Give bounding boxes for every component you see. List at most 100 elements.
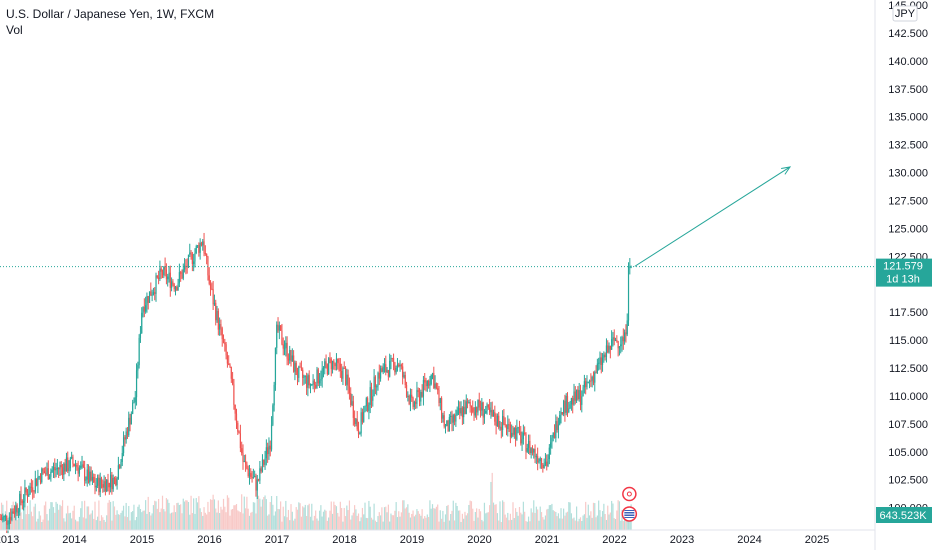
volume-bar: [46, 514, 48, 530]
volume-bar: [183, 501, 186, 530]
candle-body: [259, 468, 261, 481]
volume-bar: [312, 520, 314, 530]
candle-body: [89, 471, 91, 483]
volume-bar: [267, 515, 269, 530]
candle-body: [315, 384, 317, 388]
volume-bar: [503, 501, 505, 530]
candle-body: [211, 288, 213, 290]
volume-bar: [431, 504, 434, 530]
candle-body: [313, 380, 315, 385]
volume-bar: [250, 512, 252, 530]
volume-bar: [242, 513, 244, 530]
volume-bar: [369, 506, 371, 530]
candle-body: [629, 266, 631, 268]
economic-event-icon[interactable]: [622, 486, 637, 502]
candle-body: [148, 291, 151, 303]
volume-bar: [596, 515, 598, 530]
volume-bar: [173, 505, 175, 530]
candle-body: [94, 482, 96, 488]
volume-bar: [343, 507, 345, 530]
volume-bar: [598, 500, 600, 530]
candle-body: [582, 387, 584, 397]
volume-bar: [93, 518, 95, 530]
candle-body: [97, 477, 99, 486]
projection-arrow[interactable]: [634, 166, 792, 267]
candle-body: [247, 468, 249, 477]
candle-body: [95, 485, 97, 488]
candle-body: [370, 387, 373, 401]
candle-body: [117, 465, 119, 480]
candle-body: [294, 362, 296, 372]
candle-body: [583, 381, 585, 388]
arrow-head: [781, 166, 792, 175]
volume-bar: [620, 520, 622, 530]
candle-body: [520, 431, 522, 444]
volume-bar: [372, 519, 374, 530]
volume-bar: [329, 510, 331, 530]
volume-bar: [588, 515, 591, 530]
candle-body: [530, 448, 532, 454]
volume-bar: [383, 507, 386, 530]
candle-body: [91, 476, 94, 481]
volume-bar: [26, 505, 29, 530]
volume-bar: [513, 518, 515, 530]
candle-body: [416, 390, 418, 404]
candle-body: [19, 493, 21, 512]
volume-indicator-label[interactable]: Vol: [6, 23, 23, 37]
candle-body: [618, 346, 621, 349]
symbol-title[interactable]: U.S. Dollar / Japanese Yen, 1W, FXCM: [6, 7, 215, 21]
us-flag-icon[interactable]: [621, 506, 638, 522]
candle-body: [263, 459, 265, 465]
volume-bar: [196, 502, 199, 530]
volume-bar: [470, 501, 473, 530]
currency-label[interactable]: JPY: [892, 5, 918, 22]
candle-body: [252, 477, 254, 479]
volume-bar: [614, 519, 617, 530]
volume-bar: [389, 521, 391, 530]
candle-body: [343, 367, 345, 369]
candle-body: [417, 390, 419, 392]
volume-bar: [155, 501, 157, 530]
volume-bar: [442, 510, 444, 530]
candle-body: [368, 404, 370, 411]
candle-body: [196, 245, 199, 247]
volume-bar: [159, 512, 161, 530]
candle-body: [0, 518, 1, 520]
candle-body: [390, 357, 392, 361]
candle-body: [71, 456, 73, 459]
volume-bar: [37, 518, 39, 530]
volume-bar: [609, 512, 611, 530]
volume-bar: [39, 515, 42, 530]
candle-body: [318, 380, 321, 384]
last-price-value: 121.579: [883, 261, 923, 273]
volume-bar: [534, 512, 536, 530]
candle-body: [329, 358, 331, 360]
candle-body: [333, 360, 335, 364]
volume-bar: [399, 516, 401, 530]
candle-body: [513, 427, 515, 435]
volume-bar: [398, 511, 400, 530]
volume-bar: [507, 512, 509, 530]
volume-bar: [607, 505, 609, 530]
candle-body: [164, 266, 166, 270]
candle-body: [206, 253, 208, 257]
candle-body: [30, 486, 33, 488]
candle-body: [146, 296, 148, 306]
volume-bar: [504, 514, 506, 530]
candle-body: [542, 464, 544, 469]
volume-bar: [538, 520, 540, 530]
candle-body: [383, 364, 386, 368]
volume-bar: [578, 518, 580, 530]
candle-body: [535, 456, 537, 458]
volume-bar: [624, 519, 626, 530]
volume-bar: [400, 512, 402, 530]
candle-body: [232, 378, 234, 385]
candle-body: [191, 253, 193, 264]
volume-bar: [198, 496, 200, 530]
volume-bar: [95, 520, 97, 530]
volume-bar: [161, 495, 164, 530]
volume-bar: [313, 515, 315, 530]
candle-body: [33, 491, 35, 493]
